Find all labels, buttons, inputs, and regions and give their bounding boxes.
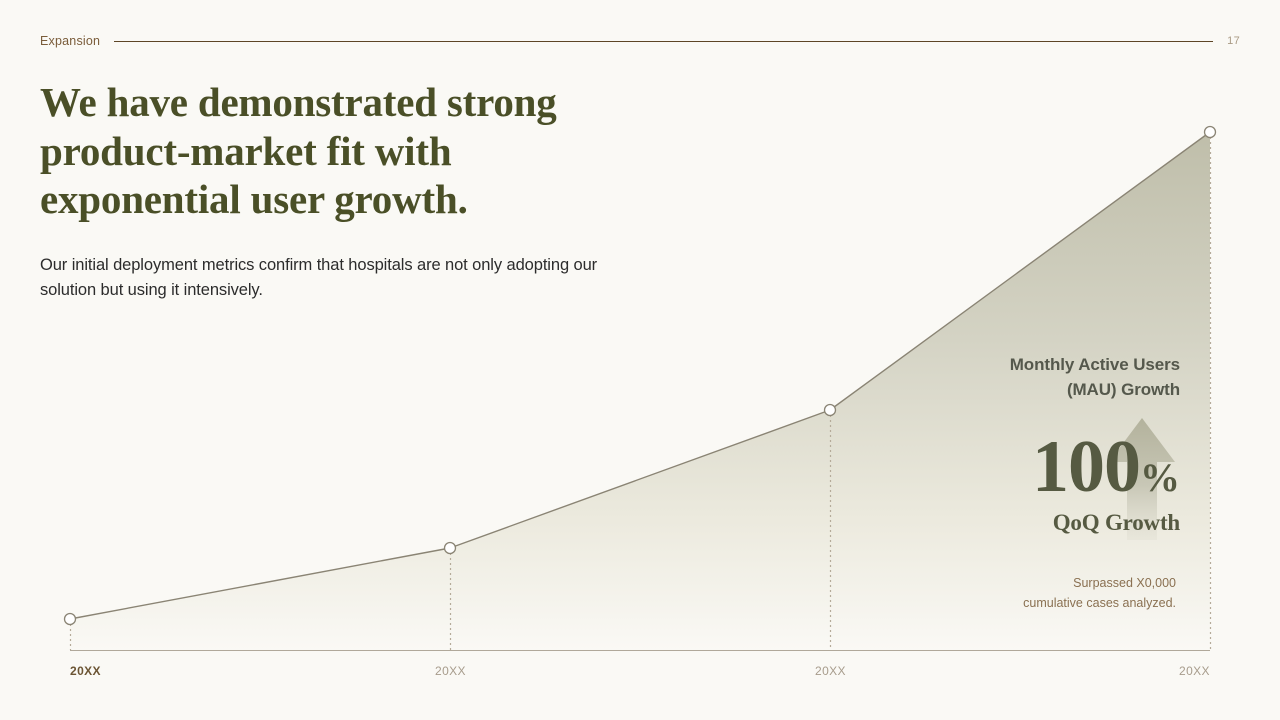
data-point-marker[interactable] — [443, 541, 457, 555]
x-axis-tick-2: 20XX — [815, 664, 846, 678]
stat-value-row: 100% — [880, 430, 1180, 504]
x-axis-labels: 20XX 20XX 20XX 20XX — [0, 664, 1280, 684]
chart-callout: Monthly Active Users (MAU) Growth — [860, 352, 1180, 402]
section-eyebrow: Expansion — [40, 34, 101, 48]
stat-percent-symbol: % — [1140, 455, 1180, 500]
x-axis-tick-0: 20XX — [70, 664, 101, 678]
data-point-marker[interactable] — [63, 612, 77, 626]
stat-caption: QoQ Growth — [1052, 510, 1180, 535]
slide-header: Expansion 17 — [40, 32, 1240, 50]
stat-number: 100 — [1032, 426, 1141, 508]
callout-title-line1: Monthly Active Users — [1009, 355, 1180, 374]
subtitle-paragraph: Our initial deployment metrics confirm t… — [40, 256, 598, 299]
footnote-line1: Surpassed X0,000 — [1073, 576, 1176, 590]
stat-callout: 100% QoQ Growth — [880, 430, 1180, 536]
page-number: 17 — [1227, 35, 1240, 47]
header-divider — [114, 40, 1214, 42]
x-axis-tick-1: 20XX — [435, 664, 466, 678]
x-axis-tick-3: 20XX — [1179, 664, 1210, 678]
data-point-marker[interactable] — [823, 403, 837, 417]
data-point-marker[interactable] — [1203, 125, 1217, 139]
footnote-line2: cumulative cases analyzed. — [1023, 596, 1176, 610]
callout-title-line2: (MAU) Growth — [1066, 380, 1180, 399]
chart-footnote: Surpassed X0,000 cumulative cases analyz… — [940, 573, 1176, 613]
page-title: We have demonstrated strong product-mark… — [40, 79, 557, 222]
